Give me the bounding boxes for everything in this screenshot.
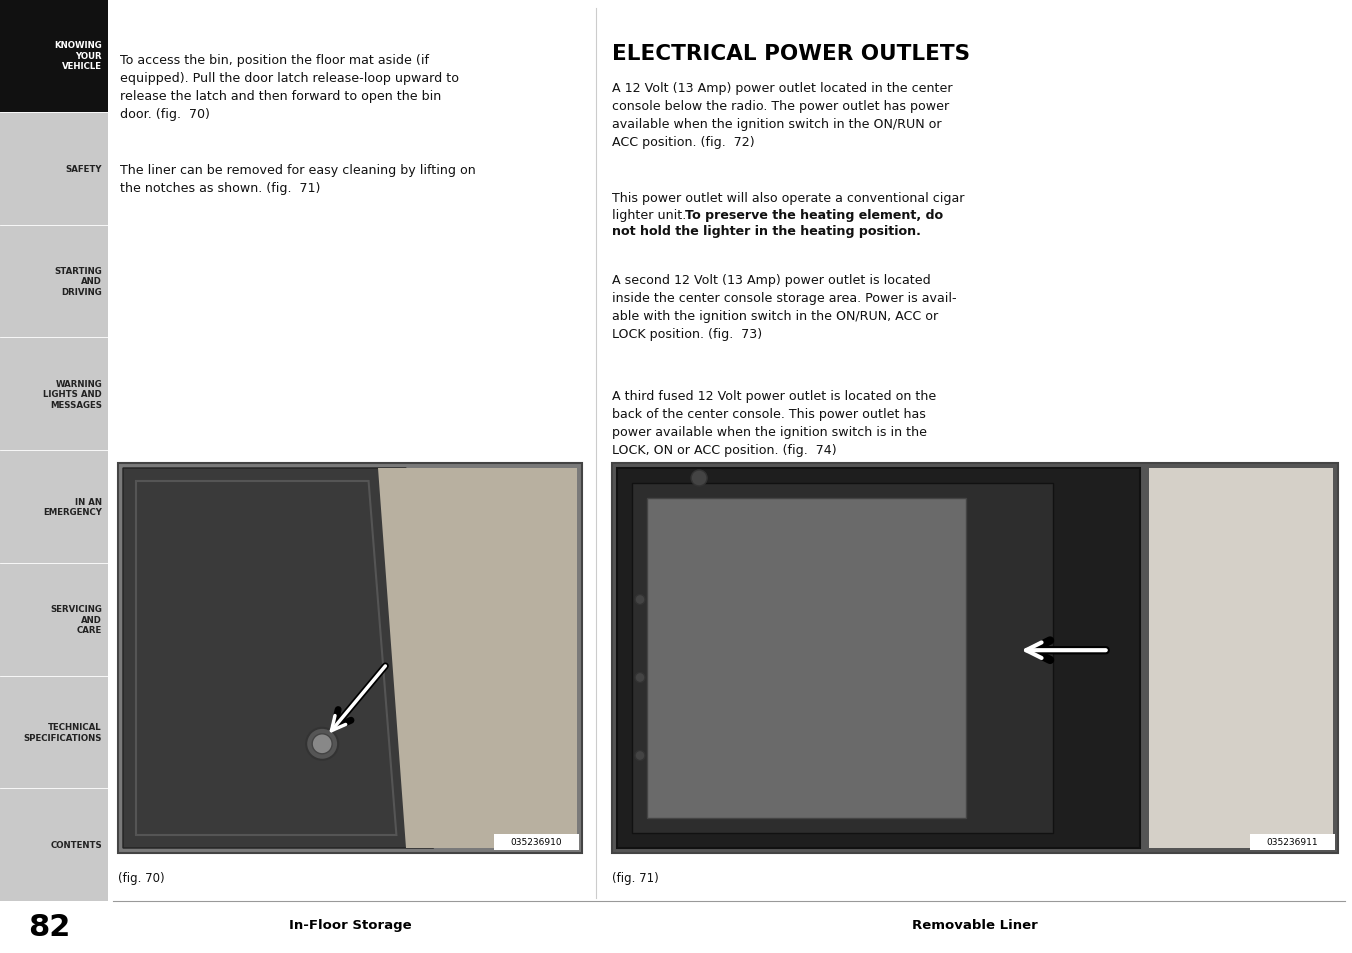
Bar: [631, 483, 1053, 833]
Polygon shape: [123, 469, 434, 848]
Text: (fig. 71): (fig. 71): [612, 871, 658, 884]
Polygon shape: [1149, 469, 1333, 848]
Text: ELECTRICAL POWER OUTLETS: ELECTRICAL POWER OUTLETS: [612, 44, 971, 64]
Bar: [0, 112, 108, 225]
Text: 035236910: 035236910: [511, 838, 562, 846]
Bar: [118, 463, 581, 853]
Bar: [612, 463, 1338, 853]
Bar: [0, 0, 108, 112]
Text: Removable Liner: Removable Liner: [913, 919, 1038, 931]
Bar: [0, 225, 108, 338]
Circle shape: [312, 734, 333, 754]
Bar: [0, 563, 108, 676]
Text: SERVICING
AND
CARE: SERVICING AND CARE: [50, 604, 101, 635]
Text: WARNING
LIGHTS AND
MESSAGES: WARNING LIGHTS AND MESSAGES: [43, 379, 101, 409]
Circle shape: [635, 751, 645, 760]
Text: A 12 Volt (13 Amp) power outlet located in the center
console below the radio. T: A 12 Volt (13 Amp) power outlet located …: [612, 82, 953, 149]
Bar: [0, 451, 108, 563]
Circle shape: [306, 728, 338, 760]
Text: 035236911: 035236911: [1267, 838, 1318, 846]
Text: To preserve the heating element, do: To preserve the heating element, do: [685, 209, 944, 221]
Text: 82: 82: [28, 913, 70, 942]
Text: lighter unit.: lighter unit.: [612, 209, 691, 221]
Text: A third fused 12 Volt power outlet is located on the
back of the center console.: A third fused 12 Volt power outlet is lo…: [612, 390, 936, 456]
Bar: [648, 498, 967, 818]
Text: The liner can be removed for easy cleaning by lifting on
the notches as shown. (: The liner can be removed for easy cleani…: [120, 164, 476, 194]
Bar: [0, 676, 108, 788]
Text: (fig. 70): (fig. 70): [118, 871, 165, 884]
Bar: [617, 469, 1140, 848]
Text: SAFETY: SAFETY: [65, 165, 101, 173]
Text: To access the bin, position the floor mat aside (if
equipped). Pull the door lat: To access the bin, position the floor ma…: [120, 54, 458, 121]
Circle shape: [635, 673, 645, 682]
Bar: [0, 901, 108, 953]
Text: In-Floor Storage: In-Floor Storage: [289, 919, 411, 931]
Bar: [0, 338, 108, 451]
Text: IN AN
EMERGENCY: IN AN EMERGENCY: [43, 497, 101, 517]
Text: KNOWING
YOUR
VEHICLE: KNOWING YOUR VEHICLE: [54, 41, 101, 71]
Text: STARTING
AND
DRIVING: STARTING AND DRIVING: [54, 267, 101, 296]
Text: CONTENTS: CONTENTS: [50, 841, 101, 849]
Polygon shape: [377, 469, 577, 848]
Bar: [0, 788, 108, 901]
Text: This power outlet will also operate a conventional cigar: This power outlet will also operate a co…: [612, 192, 964, 205]
Circle shape: [635, 595, 645, 605]
Bar: [1251, 834, 1334, 850]
Circle shape: [691, 471, 707, 486]
Text: A second 12 Volt (13 Amp) power outlet is located
inside the center console stor: A second 12 Volt (13 Amp) power outlet i…: [612, 274, 957, 340]
Text: TECHNICAL
SPECIFICATIONS: TECHNICAL SPECIFICATIONS: [23, 722, 101, 741]
Bar: [493, 834, 579, 850]
Text: not hold the lighter in the heating position.: not hold the lighter in the heating posi…: [612, 225, 921, 237]
